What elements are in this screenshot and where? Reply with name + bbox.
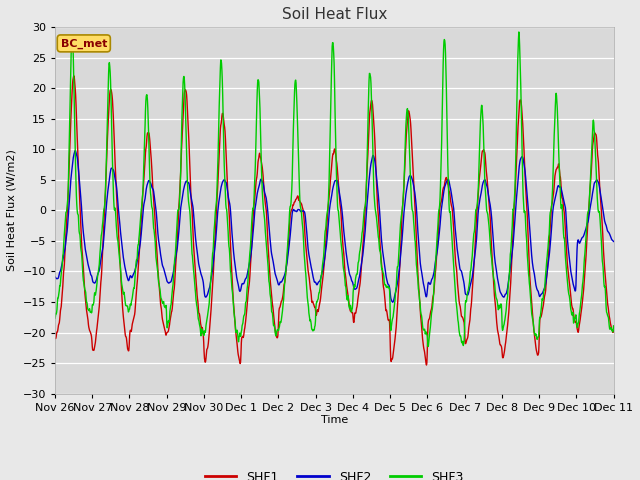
SHF3 — [610, 323, 618, 329]
SHF3 — [421, 328, 429, 334]
SHF2 — [51, 274, 59, 280]
SHF3 — [238, 327, 246, 333]
Line: SHF3: SHF3 — [55, 32, 614, 347]
SHF2 — [544, 263, 552, 269]
X-axis label: Time: Time — [321, 415, 348, 425]
SHF2 — [389, 300, 397, 305]
SHF2 — [176, 218, 184, 224]
SHF3 — [175, 204, 183, 210]
SHF1 — [610, 328, 618, 334]
SHF2 — [422, 292, 429, 298]
SHF1 — [176, 191, 184, 197]
SHF3 — [162, 304, 170, 310]
Line: SHF1: SHF1 — [55, 76, 614, 365]
SHF1 — [422, 362, 430, 368]
Text: BC_met: BC_met — [61, 38, 107, 48]
SHF2 — [495, 282, 502, 288]
SHF2 — [72, 148, 79, 154]
SHF1 — [422, 355, 429, 360]
SHF3 — [424, 344, 432, 349]
SHF1 — [51, 336, 59, 342]
SHF1 — [495, 333, 502, 338]
SHF2 — [162, 274, 170, 280]
Title: Soil Heat Flux: Soil Heat Flux — [282, 7, 387, 22]
SHF1 — [238, 334, 246, 340]
Y-axis label: Soil Heat Flux (W/m2): Soil Heat Flux (W/m2) — [7, 149, 17, 271]
SHF1 — [70, 73, 78, 79]
SHF3 — [495, 307, 502, 312]
Line: SHF2: SHF2 — [55, 151, 614, 302]
SHF1 — [544, 259, 552, 264]
SHF2 — [610, 239, 618, 244]
SHF3 — [51, 315, 59, 321]
SHF3 — [515, 29, 523, 35]
SHF1 — [162, 332, 170, 338]
SHF3 — [544, 245, 552, 251]
SHF2 — [238, 281, 246, 287]
Legend: SHF1, SHF2, SHF3: SHF1, SHF2, SHF3 — [200, 466, 468, 480]
